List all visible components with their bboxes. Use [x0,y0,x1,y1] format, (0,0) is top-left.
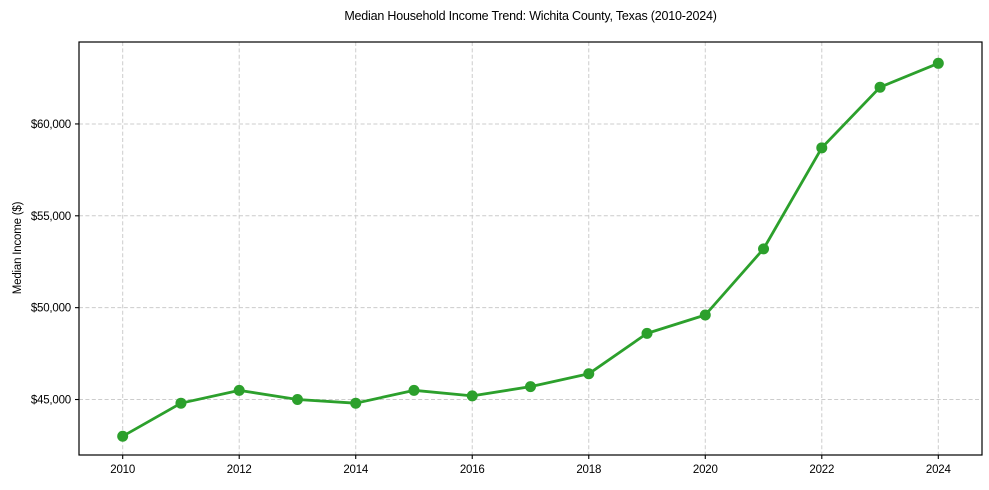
data-point-2020 [699,309,711,321]
plot-border [78,41,983,456]
income-trend-line [121,61,940,438]
x-tick-label-2018: 2018 [576,464,601,476]
data-point-2018 [583,368,595,380]
y-tick-label-45000: $45,000 [31,395,71,407]
x-tick-label-2012: 2012 [227,464,252,476]
x-tick-label-2024: 2024 [926,464,952,476]
data-point-2012 [233,384,245,396]
data-point-2015 [408,384,420,396]
data-point-2016 [466,390,478,402]
data-point-2023 [874,81,886,93]
chart-title: Median Household Income Trend: Wichita C… [344,9,717,23]
data-point-2011 [175,397,187,409]
data-point-2024 [932,57,944,69]
data-point-2010 [117,430,129,442]
data-point-2014 [350,397,362,409]
x-tick-label-2022: 2022 [809,464,834,476]
x-tick-label-2016: 2016 [460,464,485,476]
data-point-2019 [641,327,653,339]
y-tick-label-60000: $60,000 [31,119,71,131]
y-tick-label-50000: $50,000 [31,303,71,315]
x-tick-label-2010: 2010 [110,464,135,476]
data-point-2022 [816,142,828,154]
x-tick-label-2014: 2014 [343,464,369,476]
data-point-2021 [758,243,770,255]
x-tick-label-2020: 2020 [693,464,718,476]
y-tick-label-55000: $55,000 [31,211,71,223]
data-point-2017 [525,381,536,393]
data-point-2013 [291,394,303,406]
